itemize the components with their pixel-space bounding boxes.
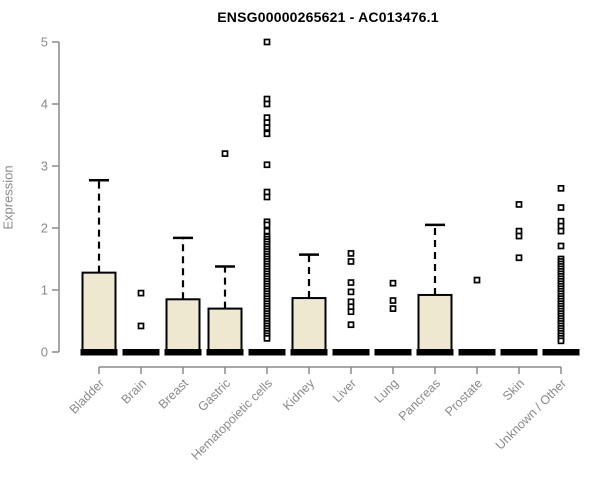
outlier-point [263, 227, 271, 235]
median-line [290, 349, 328, 356]
category-label: Breast [156, 376, 192, 412]
boxplot-box [291, 297, 327, 355]
median-line [416, 349, 454, 356]
category-label: Hematopoietic cells [189, 376, 276, 463]
outlier-point [557, 337, 565, 345]
outlier-point [263, 335, 271, 342]
outlier-point [515, 254, 523, 262]
outlier-point [557, 184, 565, 192]
y-tick-label: 5 [41, 35, 48, 50]
category-label: Kidney [280, 376, 317, 413]
outlier-point [263, 161, 271, 169]
y-tick-label: 3 [41, 159, 48, 174]
boxplot-box [417, 293, 453, 355]
category-label: Brain [119, 376, 150, 407]
outlier-point [137, 289, 145, 297]
boxplot-box [207, 307, 243, 356]
outlier-point [347, 308, 355, 316]
median-line [332, 349, 370, 356]
category-label: Prostate [442, 376, 485, 419]
outlier-point [515, 201, 523, 208]
median-line [248, 349, 286, 356]
category-label: Skin [500, 376, 527, 403]
outlier-point [557, 204, 565, 211]
median-line [206, 349, 244, 356]
outlier-point [263, 38, 271, 46]
outlier-point [347, 321, 355, 329]
category-label: Liver [330, 376, 359, 405]
boxplot-box [81, 271, 117, 356]
y-tick-label: 2 [41, 221, 48, 236]
y-tick-label: 1 [41, 283, 48, 298]
outlier-point [389, 279, 397, 287]
outlier-point [347, 258, 355, 265]
category-label: Bladder [67, 376, 107, 416]
outlier-point [263, 221, 271, 229]
median-line [542, 349, 580, 356]
chart-title: ENSG00000265621 - AC013476.1 [217, 9, 439, 25]
y-tick-label: 4 [41, 97, 48, 112]
outlier-point [263, 130, 271, 138]
median-line [500, 349, 538, 356]
outlier-point [263, 124, 271, 131]
outlier-point [347, 250, 355, 257]
y-tick-label: 0 [41, 345, 48, 360]
outlier-point [263, 193, 271, 201]
category-label: Unknown / Other [493, 376, 569, 452]
category-label: Gastric [195, 376, 233, 414]
outlier-point [473, 276, 481, 284]
outlier-point [263, 100, 271, 108]
median-line [80, 349, 118, 356]
outlier-point [347, 279, 355, 286]
median-line [458, 349, 496, 356]
outlier-point [557, 242, 565, 250]
median-line [122, 349, 160, 356]
median-line [374, 349, 412, 356]
outlier-point [221, 150, 229, 157]
outlier-point [347, 288, 355, 296]
outlier-point [557, 227, 565, 235]
outlier-point [515, 232, 523, 240]
category-label: Pancreas [396, 376, 443, 423]
outlier-point [137, 322, 145, 330]
median-line [164, 349, 202, 356]
outlier-point [389, 305, 397, 312]
boxplot-box [165, 298, 201, 355]
category-label: Lung [372, 376, 402, 406]
outlier-point [389, 297, 397, 304]
